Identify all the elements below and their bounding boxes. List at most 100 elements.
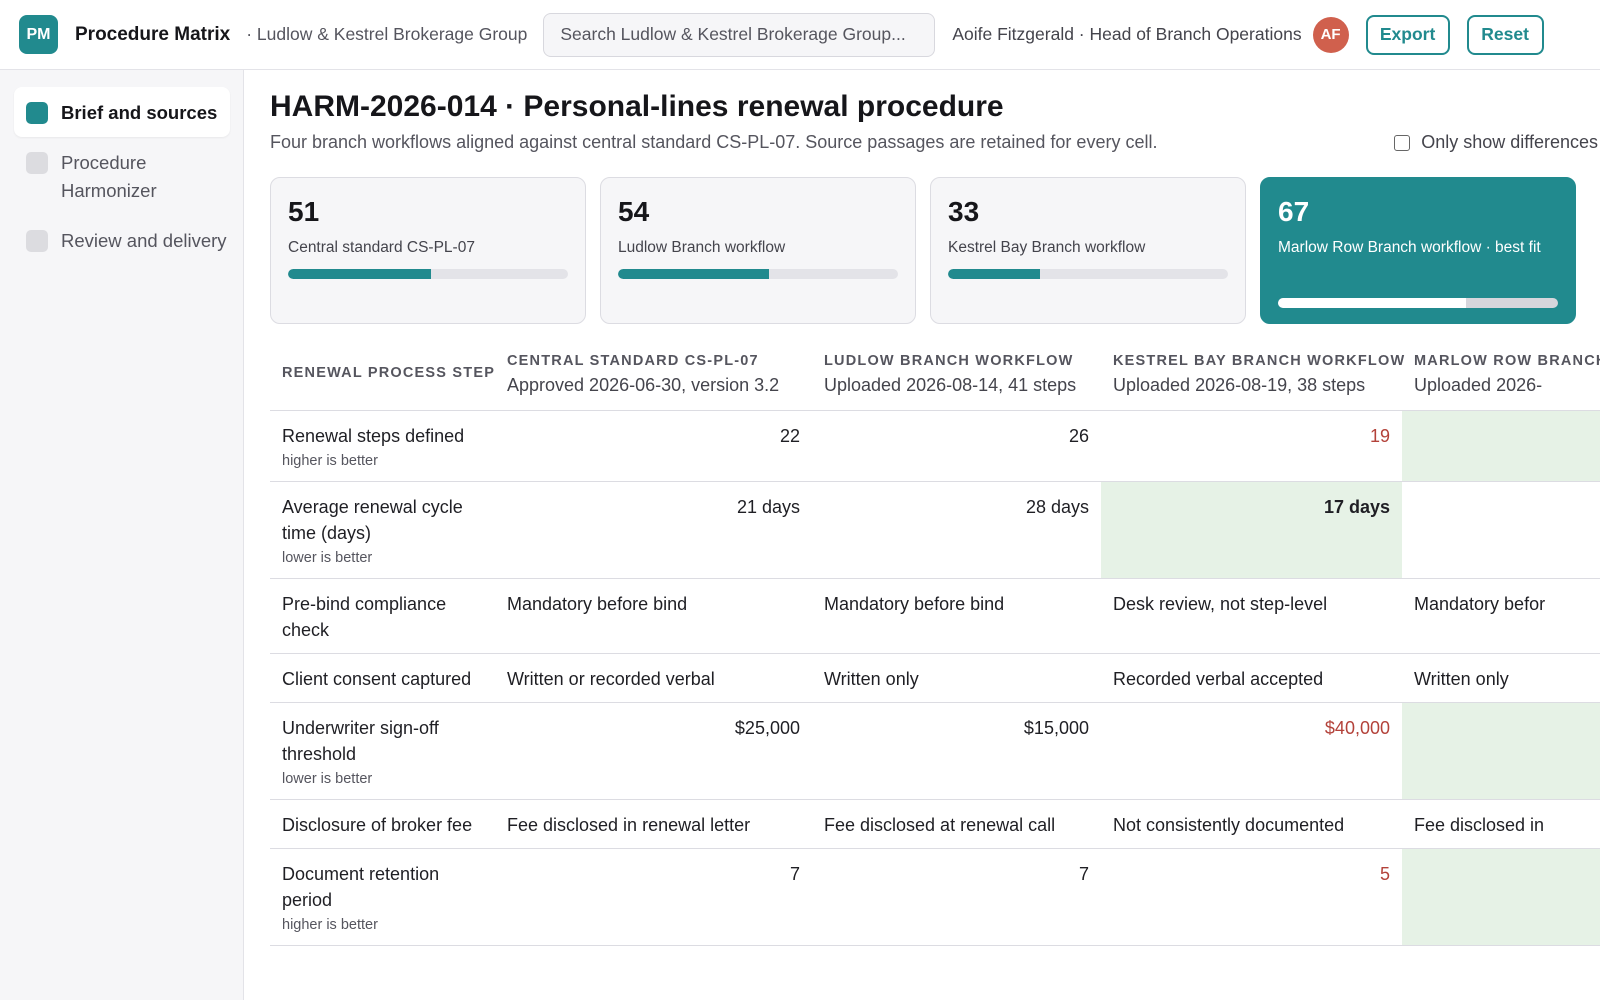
- column-header-title: CENTRAL STANDARD CS-PL-07: [507, 353, 759, 369]
- score-label: Kestrel Bay Branch workflow: [948, 239, 1146, 256]
- score-card[interactable]: 67 Marlow Row Branch workflow · best fit: [1260, 177, 1576, 324]
- step-hint: higher is better: [282, 452, 378, 469]
- score-card[interactable]: 51 Central standard CS-PL-07: [270, 177, 586, 324]
- comparison-table-viewport[interactable]: RENEWAL PROCESS STEP CENTRAL STANDARD CS…: [270, 340, 1600, 1000]
- checkbox-icon[interactable]: [1394, 134, 1411, 151]
- score-bar-fill: [288, 269, 431, 279]
- value-cell[interactable]: Written or recorded verbal: [495, 653, 812, 703]
- step-hint: lower is better: [282, 549, 373, 566]
- score-bar: [1278, 298, 1558, 308]
- table-row[interactable]: Client consent captured Written or record…: [270, 653, 1600, 703]
- step-label: Renewal steps defined: [282, 425, 465, 446]
- table-row[interactable]: Pre-bind compliance check Mandatory befor…: [270, 578, 1600, 654]
- user-name: Aoife Fitzgerald · Head of Branch Operat…: [952, 24, 1302, 44]
- value-cell[interactable]: $25,000: [495, 702, 812, 800]
- step-label: Underwriter sign-off threshold: [282, 717, 439, 764]
- app-logo: PM: [19, 15, 58, 54]
- column-header-subtitle: Uploaded 2026-: [1414, 375, 1543, 395]
- value-cell[interactable]: Fee disclosed in: [1402, 799, 1600, 849]
- column-header-subtitle: Uploaded 2026-08-19, 38 steps: [1113, 375, 1366, 395]
- sidebar-item-review-and-delivery[interactable]: Review and delivery: [14, 215, 230, 265]
- value-cell[interactable]: [1402, 410, 1600, 482]
- value-cell[interactable]: [1402, 848, 1600, 946]
- step-label: Average renewal cycle time (days): [282, 496, 463, 543]
- column-header: CENTRAL STANDARD CS-PL-07 Approved 2026-0…: [495, 340, 812, 411]
- score-card[interactable]: 33 Kestrel Bay Branch workflow: [930, 177, 1246, 324]
- column-header-subtitle: Approved 2026-06-30, version 3.2: [507, 375, 780, 395]
- column-header-title: RENEWAL PROCESS STEP: [282, 365, 496, 381]
- value-cell[interactable]: 21 days: [495, 481, 812, 579]
- value-cell[interactable]: $40,000: [1101, 702, 1402, 800]
- column-header-step: RENEWAL PROCESS STEP: [270, 340, 496, 411]
- score-label: Marlow Row Branch workflow · best fit: [1278, 239, 1541, 256]
- score-bar-fill: [948, 269, 1041, 279]
- value-cell[interactable]: Written only: [1402, 653, 1600, 703]
- column-header-subtitle: Uploaded 2026-08-14, 41 steps: [824, 375, 1077, 395]
- value-cell[interactable]: Fee disclosed in renewal letter: [495, 799, 812, 849]
- step-label: Disclosure of broker fee: [282, 814, 473, 835]
- value-cell[interactable]: Written only: [812, 653, 1101, 703]
- page-subtitle: Four branch workflows aligned against ce…: [270, 132, 1158, 152]
- top-bar: PM Procedure Matrix · Ludlow & Kestrel B…: [0, 0, 1600, 70]
- value-cell[interactable]: 28 days: [812, 481, 1101, 579]
- table-row[interactable]: Disclosure of broker fee Fee disclosed in…: [270, 799, 1600, 849]
- column-header: MARLOW ROW BRANCH WORKFLOW Uploaded 2026-: [1402, 340, 1600, 411]
- step-hint: higher is better: [282, 916, 378, 933]
- table-header-row: RENEWAL PROCESS STEP CENTRAL STANDARD CS…: [270, 340, 1600, 411]
- value-cell[interactable]: $15,000: [812, 702, 1101, 800]
- step-status-icon: [26, 102, 48, 124]
- score-value: 67: [1278, 196, 1310, 227]
- sidebar: Brief and sources Procedure Harmonizer R…: [0, 70, 244, 1000]
- value-cell[interactable]: Not consistently documented: [1101, 799, 1402, 849]
- score-card[interactable]: 54 Ludlow Branch workflow: [600, 177, 916, 324]
- score-cards: 51 Central standard CS-PL-07 54 Ludlow Bran…: [270, 177, 1576, 324]
- score-value: 54: [618, 196, 650, 227]
- value-cell[interactable]: 5: [1101, 848, 1402, 946]
- value-cell[interactable]: Mandatory before bind: [812, 578, 1101, 654]
- value-cell[interactable]: Fee disclosed at renewal call: [812, 799, 1101, 849]
- value-cell[interactable]: Desk review, not step-level: [1101, 578, 1402, 654]
- value-cell[interactable]: 17 days: [1101, 481, 1402, 579]
- toggle-label: Only show differences: [1421, 132, 1598, 152]
- value-cell[interactable]: 7: [812, 848, 1101, 946]
- sidebar-item-procedure-harmonizer[interactable]: Procedure Harmonizer: [14, 137, 230, 215]
- score-bar: [288, 269, 568, 279]
- reset-button[interactable]: Reset: [1466, 14, 1544, 55]
- score-bar-fill: [618, 269, 770, 279]
- step-cell: Average renewal cycle time (days) lower i…: [270, 481, 495, 579]
- export-button[interactable]: Export: [1365, 14, 1450, 55]
- step-label: Document retention period: [282, 863, 440, 910]
- sidebar-item-label: Procedure Harmonizer: [61, 152, 157, 201]
- value-cell[interactable]: [1402, 702, 1600, 800]
- table-row[interactable]: Average renewal cycle time (days) lower i…: [270, 481, 1600, 579]
- only-show-differences-toggle[interactable]: Only show differences: [1394, 132, 1598, 153]
- step-cell: Underwriter sign-off threshold lower is b…: [270, 702, 495, 800]
- value-cell[interactable]: 26: [812, 410, 1101, 482]
- step-label: Client consent captured: [282, 668, 472, 689]
- sidebar-item-label: Brief and sources: [61, 102, 218, 123]
- step-cell: Renewal steps defined higher is better: [270, 410, 495, 482]
- avatar[interactable]: AF: [1312, 16, 1349, 53]
- column-header: KESTREL BAY BRANCH WORKFLOW Uploaded 2026…: [1101, 340, 1404, 411]
- step-label: Pre-bind compliance check: [282, 593, 447, 640]
- comparison-table: RENEWAL PROCESS STEP CENTRAL STANDARD CS…: [270, 340, 1600, 946]
- sidebar-item-brief-and-sources[interactable]: Brief and sources: [14, 87, 230, 137]
- score-bar-fill: [1278, 298, 1466, 308]
- value-cell[interactable]: Mandatory before bind: [495, 578, 812, 654]
- column-header: LUDLOW BRANCH WORKFLOW Uploaded 2026-08-1…: [812, 340, 1101, 411]
- search-input[interactable]: Search Ludlow & Kestrel Brokerage Group.…: [543, 12, 936, 57]
- table-row[interactable]: Renewal steps defined higher is better 22 2…: [270, 410, 1600, 482]
- value-cell[interactable]: 7: [495, 848, 812, 946]
- value-cell[interactable]: Recorded verbal accepted: [1101, 653, 1402, 703]
- table-row[interactable]: Underwriter sign-off threshold lower is b…: [270, 702, 1600, 800]
- value-cell[interactable]: 22: [495, 410, 812, 482]
- value-cell[interactable]: 19: [1101, 410, 1402, 482]
- table-row[interactable]: Document retention period higher is bette…: [270, 848, 1600, 946]
- score-label: Ludlow Branch workflow: [618, 239, 786, 256]
- step-cell: Disclosure of broker fee: [270, 799, 495, 849]
- value-cell[interactable]: Mandatory befor: [1402, 578, 1600, 654]
- score-value: 51: [288, 196, 320, 227]
- score-label: Central standard CS-PL-07: [288, 239, 475, 256]
- value-cell[interactable]: [1402, 481, 1600, 579]
- sidebar-item-label: Review and delivery: [61, 230, 227, 251]
